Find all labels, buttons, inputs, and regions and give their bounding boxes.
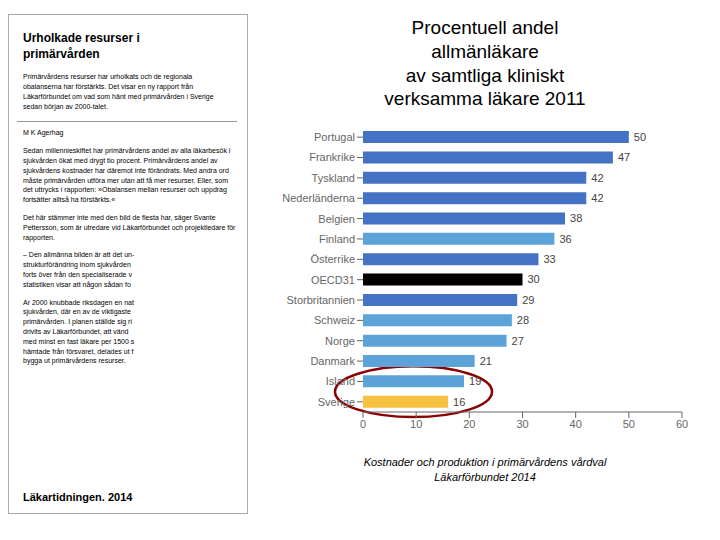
svg-text:50: 50	[623, 418, 635, 430]
svg-text:29: 29	[522, 294, 534, 306]
svg-text:47: 47	[618, 151, 630, 163]
html-text:Primärvårdens resurser har urh: Primärvårdens resurser har urholkats och…	[23, 73, 214, 110]
svg-text:36: 36	[559, 233, 571, 245]
svg-text:Österrike: Österrike	[310, 253, 355, 265]
svg-text:21: 21	[480, 355, 492, 367]
svg-text:20: 20	[463, 418, 475, 430]
svg-text:Island: Island	[326, 375, 355, 387]
html-text:Kostnader och produktion i pri: Kostnader och produktion i primärvårdens…	[363, 456, 607, 484]
svg-text:Storbritannien: Storbritannien	[287, 294, 356, 306]
svg-text:19: 19	[469, 375, 481, 387]
svg-text:OECD31: OECD31	[311, 274, 355, 286]
svg-text:28: 28	[517, 314, 529, 326]
svg-text:Nederländerna: Nederländerna	[282, 192, 356, 204]
svg-text:60: 60	[676, 418, 688, 430]
svg-text:38: 38	[570, 212, 582, 224]
svg-text:40: 40	[570, 418, 582, 430]
svg-text:Finland: Finland	[319, 233, 355, 245]
svg-text:30: 30	[516, 418, 528, 430]
svg-text:50: 50	[634, 131, 646, 143]
svg-text:Sverige: Sverige	[318, 396, 355, 408]
svg-text:Schweiz: Schweiz	[314, 314, 355, 326]
html-text:Urholkade resurser i primärvår: Urholkade resurser i primärvården	[23, 31, 140, 61]
svg-text:42: 42	[591, 172, 603, 184]
html-text:– Den allmänna bilden är att d: – Den allmänna bilden är att det un- str…	[23, 251, 135, 288]
html-text:Läkartidningen. 2014: Läkartidningen. 2014	[23, 491, 133, 503]
svg-text:Norge: Norge	[325, 335, 355, 347]
svg-text:Danmark: Danmark	[310, 355, 355, 367]
svg-text:27: 27	[512, 335, 524, 347]
svg-text:Belgien: Belgien	[318, 213, 355, 225]
svg-text:10: 10	[410, 418, 422, 430]
svg-text:42: 42	[591, 192, 603, 204]
svg-text:33: 33	[543, 253, 555, 265]
html-text:Det här stämmer inte med den b: Det här stämmer inte med den bild de fle…	[23, 214, 236, 241]
svg-text:0: 0	[360, 418, 366, 430]
svg-text:Tyskland: Tyskland	[312, 172, 355, 184]
html-text:Procentuell andel allmänläkare: Procentuell andel allmänläkare av samtli…	[384, 17, 586, 110]
html-text:Ar 2000 knubbade riksdagen en: Ar 2000 knubbade riksdagen en nat sjukvå…	[23, 298, 135, 365]
svg-text:30: 30	[528, 273, 540, 285]
svg-text:Portugal: Portugal	[314, 131, 355, 143]
svg-text:Frankrike: Frankrike	[309, 151, 355, 163]
svg-text:16: 16	[453, 396, 465, 408]
html-text:Sedan millennieskiftet har pri: Sedan millennieskiftet har primärvårdens…	[23, 147, 231, 204]
html-text:M K Agerhag: M K Agerhag	[23, 129, 64, 137]
